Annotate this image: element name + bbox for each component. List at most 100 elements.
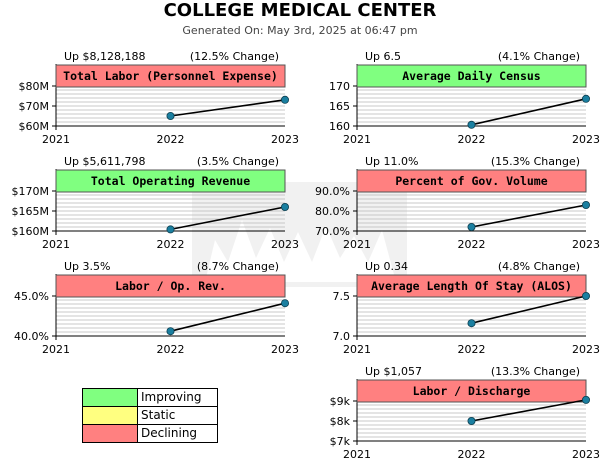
change-amount: Up $8,128,188 bbox=[64, 50, 146, 63]
chart-panel: Up $5,611,798 (3.5% Change) Total Operatin… bbox=[12, 155, 300, 251]
change-percent: (3.5% Change) bbox=[197, 155, 279, 168]
x-tick-label: 2023 bbox=[572, 343, 600, 356]
legend: Improving Static Declining bbox=[82, 388, 218, 443]
y-tick-label: 7.5 bbox=[333, 290, 351, 303]
data-point bbox=[280, 299, 289, 308]
y-tick-label: $9k bbox=[330, 395, 351, 408]
chart-title: Average Length Of Stay (ALOS) bbox=[371, 279, 572, 293]
data-point bbox=[582, 395, 591, 404]
legend-swatch bbox=[83, 425, 138, 442]
x-tick-label: 2021 bbox=[343, 133, 371, 146]
title-banner bbox=[55, 274, 286, 298]
title-banner bbox=[356, 274, 587, 298]
legend-item: Improving bbox=[83, 389, 217, 407]
x-tick-label: 2023 bbox=[572, 133, 600, 146]
data-point bbox=[280, 202, 289, 211]
x-tick-label: 2021 bbox=[42, 133, 70, 146]
y-tick-label: 80.0% bbox=[315, 205, 350, 218]
x-tick-label: 2021 bbox=[343, 448, 371, 461]
legend-label: Static bbox=[141, 408, 176, 422]
change-amount: Up 6.5 bbox=[365, 50, 401, 63]
y-tick-label: $80M bbox=[19, 80, 50, 93]
y-tick-label: 90.0% bbox=[315, 185, 350, 198]
title-banner bbox=[356, 379, 587, 403]
y-tick-label: 165 bbox=[329, 100, 350, 113]
y-tick-label: 170 bbox=[329, 80, 350, 93]
x-tick-label: 2022 bbox=[157, 133, 185, 146]
series-line bbox=[170, 99, 286, 117]
title-banner bbox=[55, 169, 286, 193]
y-tick-label: $165M bbox=[12, 205, 50, 218]
chart-title: Percent of Gov. Volume bbox=[395, 174, 547, 188]
y-tick-label: 45.0% bbox=[14, 290, 49, 303]
x-tick-label: 2022 bbox=[458, 238, 486, 251]
change-percent: (15.3% Change) bbox=[491, 155, 580, 168]
chart-title: Average Daily Census bbox=[402, 69, 540, 83]
x-tick-label: 2022 bbox=[157, 343, 185, 356]
legend-label: Improving bbox=[141, 390, 202, 404]
chart-panel: Up 0.34 (4.8% Change) Average Length Of St… bbox=[333, 260, 600, 356]
y-tick-label: $70M bbox=[19, 100, 50, 113]
x-tick-label: 2021 bbox=[42, 238, 70, 251]
chart-panel: Up 11.0% (15.3% Change) Percent of Gov. Vo… bbox=[315, 155, 600, 251]
chart-title: Total Labor (Personnel Expense) bbox=[63, 69, 278, 83]
x-tick-label: 2023 bbox=[572, 448, 600, 461]
series-line bbox=[471, 295, 587, 324]
series-line bbox=[170, 206, 286, 231]
data-point bbox=[582, 200, 591, 209]
data-point bbox=[582, 291, 591, 300]
change-percent: (12.5% Change) bbox=[190, 50, 279, 63]
y-tick-label: 70.0% bbox=[315, 225, 350, 238]
data-point bbox=[166, 225, 175, 234]
change-amount: Up $5,611,798 bbox=[64, 155, 146, 168]
x-tick-label: 2023 bbox=[271, 343, 299, 356]
x-tick-label: 2023 bbox=[271, 133, 299, 146]
x-tick-label: 2023 bbox=[271, 238, 299, 251]
x-tick-label: 2023 bbox=[572, 238, 600, 251]
y-tick-label: $7k bbox=[330, 435, 351, 448]
series-line bbox=[170, 302, 286, 332]
change-percent: (8.7% Change) bbox=[197, 260, 279, 273]
data-point bbox=[467, 319, 476, 328]
y-tick-label: $160M bbox=[12, 225, 50, 238]
data-point bbox=[166, 112, 175, 121]
title-banner bbox=[356, 64, 587, 88]
series-line bbox=[471, 98, 587, 126]
series-line bbox=[471, 399, 587, 422]
data-point bbox=[582, 94, 591, 103]
change-amount: Up 11.0% bbox=[365, 155, 418, 168]
legend-item: Static bbox=[83, 407, 217, 425]
y-tick-label: $60M bbox=[19, 120, 50, 133]
y-tick-label: 160 bbox=[329, 120, 350, 133]
legend-item: Declining bbox=[83, 425, 217, 442]
data-point bbox=[467, 120, 476, 129]
title-banner bbox=[55, 64, 286, 88]
x-tick-label: 2022 bbox=[458, 448, 486, 461]
legend-swatch bbox=[83, 407, 138, 424]
x-tick-label: 2021 bbox=[343, 238, 371, 251]
chart-title: Labor / Op. Rev. bbox=[115, 279, 226, 293]
y-tick-label: $8k bbox=[330, 415, 351, 428]
change-percent: (13.3% Change) bbox=[491, 365, 580, 378]
change-amount: Up $1,057 bbox=[365, 365, 422, 378]
chart-panel: Up $1,057 (13.3% Change) Labor / Discharge… bbox=[330, 365, 600, 461]
chart-panel: Up 3.5% (8.7% Change) Labor / Op. Rev. 40.0… bbox=[14, 260, 299, 356]
chart-title: Labor / Discharge bbox=[413, 384, 531, 398]
x-tick-label: 2021 bbox=[343, 343, 371, 356]
change-amount: Up 0.34 bbox=[365, 260, 408, 273]
change-amount: Up 3.5% bbox=[64, 260, 110, 273]
data-point bbox=[467, 222, 476, 231]
x-tick-label: 2022 bbox=[458, 343, 486, 356]
data-point bbox=[166, 327, 175, 336]
title-banner bbox=[356, 169, 587, 193]
x-tick-label: 2022 bbox=[157, 238, 185, 251]
chart-title: Total Operating Revenue bbox=[91, 174, 250, 188]
data-point bbox=[280, 95, 289, 104]
change-percent: (4.8% Change) bbox=[498, 260, 580, 273]
generated-timestamp: Generated On: May 3rd, 2025 at 06:47 pm bbox=[182, 24, 418, 37]
series-line bbox=[471, 204, 587, 228]
x-tick-label: 2022 bbox=[458, 133, 486, 146]
chart-panel: Up $8,128,188 (12.5% Change) Total Labor (… bbox=[19, 50, 300, 146]
y-tick-label: 7.0 bbox=[333, 330, 351, 343]
data-point bbox=[467, 416, 476, 425]
